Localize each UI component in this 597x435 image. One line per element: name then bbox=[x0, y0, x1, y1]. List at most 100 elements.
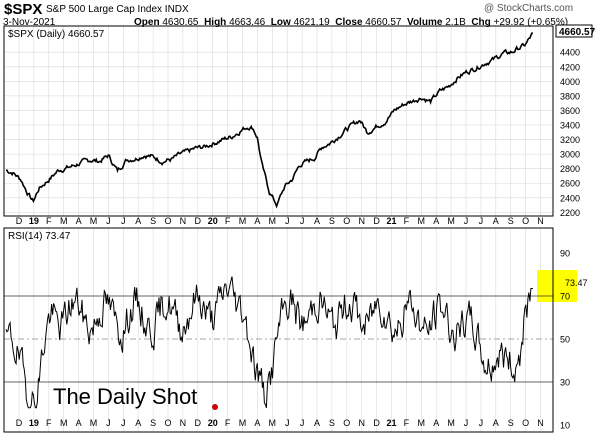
price-y-axis: 2200 2400 2600 2800 3000 3200 3400 3600 3800 4000… bbox=[560, 48, 580, 218]
x-tick-label: S bbox=[150, 216, 156, 226]
watermark: @ StockCharts.com bbox=[484, 3, 574, 14]
x-tick-label: D bbox=[195, 216, 202, 226]
x-tick-label: O bbox=[522, 418, 529, 428]
x-tick-label: M bbox=[269, 216, 277, 226]
rsi-y-tick-label: 70 bbox=[560, 292, 570, 302]
x-tick-label: A bbox=[314, 216, 320, 226]
rsi-last-value: 73.47 bbox=[565, 278, 588, 288]
chg-value: +29.92 (+0.65%) bbox=[493, 17, 569, 28]
low-label: Low bbox=[270, 17, 291, 28]
x-tick-label: O bbox=[164, 216, 171, 226]
x-tick-label: O bbox=[343, 216, 350, 226]
x-tick-label: S bbox=[150, 418, 156, 428]
x-tick-label: A bbox=[135, 216, 141, 226]
x-tick-label: S bbox=[508, 216, 514, 226]
x-tick-label: A bbox=[314, 418, 320, 428]
rsi-series-line bbox=[5, 276, 533, 409]
yellow-highlight bbox=[537, 270, 577, 302]
price-legend: $SPX (Daily) 4660.57 bbox=[8, 29, 105, 40]
x-tick-label: J bbox=[106, 216, 111, 226]
x-tick-label: F bbox=[404, 216, 410, 226]
close-value: 4660.57 bbox=[365, 17, 402, 28]
price-y-tick-label: 4200 bbox=[560, 62, 580, 72]
x-tick-label: N bbox=[180, 216, 187, 226]
x-tick-label: S bbox=[508, 418, 514, 428]
index-full-name: S&P 500 Large Cap Index bbox=[46, 4, 163, 15]
rsi-y-tick-label: 90 bbox=[560, 249, 570, 259]
rsi-legend: RSI(14) 73.47 bbox=[8, 231, 71, 242]
price-series-line bbox=[5, 32, 534, 209]
x-tick-label: 19 bbox=[29, 418, 39, 428]
x-tick-label: 20 bbox=[208, 418, 218, 428]
price-x-axis: D 19 F M A M J J A S O N D 20 F M A M J J A S O N D 21 F M A M J J A S O N bbox=[16, 216, 544, 226]
price-y-tick-label: 3400 bbox=[560, 121, 580, 131]
rsi-panel-frame bbox=[3, 227, 554, 433]
ticker-symbol: $SPX bbox=[4, 1, 43, 18]
close-label: Close bbox=[335, 17, 363, 28]
x-tick-label: S bbox=[329, 418, 335, 428]
x-tick-label: J bbox=[121, 418, 126, 428]
high-value: 4663.46 bbox=[229, 17, 266, 28]
x-tick-label: 21 bbox=[386, 418, 396, 428]
index-name: S&P 500 Large Cap Index INDX bbox=[46, 4, 189, 15]
x-tick-label: J bbox=[121, 216, 126, 226]
x-tick-label: J bbox=[479, 216, 484, 226]
volume-value: 2.1B bbox=[445, 17, 466, 28]
x-tick-label: J bbox=[300, 216, 305, 226]
open-label: Open bbox=[134, 17, 160, 28]
x-tick-label: N bbox=[537, 418, 544, 428]
x-tick-label: A bbox=[433, 418, 439, 428]
x-tick-label: F bbox=[46, 216, 52, 226]
rsi-x-axis: D 19 F M A M J J A S O N D 20 F M A M J J A S O N D 21 F M A M J J A S O N bbox=[16, 418, 544, 428]
price-last-value: 4660.57 bbox=[559, 27, 596, 38]
x-tick-label: D bbox=[16, 216, 23, 226]
price-y-tick-label: 4000 bbox=[560, 77, 580, 87]
rsi-y-tick-label: 30 bbox=[560, 378, 570, 388]
x-tick-label: M bbox=[418, 418, 426, 428]
rsi-last-value-tag: 73.47 bbox=[565, 278, 588, 288]
logo-dot bbox=[212, 404, 218, 410]
price-y-tick-label: 2800 bbox=[560, 164, 580, 174]
logo-text: The Daily Shot bbox=[53, 384, 197, 409]
price-y-tick-label: 3000 bbox=[560, 150, 580, 160]
x-tick-label: M bbox=[90, 216, 98, 226]
volume-label: Volume bbox=[407, 17, 443, 28]
x-tick-label: M bbox=[269, 418, 277, 428]
x-tick-label: D bbox=[195, 418, 202, 428]
ohlc-readout: Open 4630.65 High 4663.46 Low 4621.19 Cl… bbox=[134, 17, 568, 28]
exchange-code: INDX bbox=[164, 4, 189, 15]
price-last-value-tag: 4660.57 bbox=[555, 24, 596, 38]
chg-label: Chg bbox=[471, 17, 491, 28]
x-tick-label: A bbox=[254, 216, 260, 226]
x-tick-label: M bbox=[90, 418, 98, 428]
x-tick-label: O bbox=[343, 418, 350, 428]
rsi-reference-lines bbox=[4, 295, 553, 383]
x-tick-label: M bbox=[447, 216, 455, 226]
x-tick-label: N bbox=[537, 216, 544, 226]
x-tick-label: J bbox=[464, 418, 469, 428]
x-tick-label: A bbox=[493, 216, 499, 226]
x-tick-label: A bbox=[135, 418, 141, 428]
rsi-y-axis: 10 30 50 70 90 bbox=[560, 249, 570, 431]
price-y-tick-label: 4400 bbox=[560, 48, 580, 58]
x-tick-label: M bbox=[447, 418, 455, 428]
x-tick-label: A bbox=[76, 418, 82, 428]
price-y-tick-label: 3600 bbox=[560, 106, 580, 116]
x-tick-label: O bbox=[164, 418, 171, 428]
x-tick-label: A bbox=[254, 418, 260, 428]
price-y-tick-label: 3800 bbox=[560, 91, 580, 101]
x-tick-label: M bbox=[60, 418, 68, 428]
x-tick-label: A bbox=[76, 216, 82, 226]
x-tick-label: J bbox=[285, 418, 290, 428]
price-panel-frame bbox=[3, 25, 554, 217]
x-tick-label: F bbox=[46, 418, 52, 428]
price-y-tick-label: 2600 bbox=[560, 179, 580, 189]
x-tick-label: D bbox=[373, 216, 380, 226]
rsi-y-tick-label: 10 bbox=[560, 421, 570, 431]
x-tick-label: M bbox=[418, 216, 426, 226]
x-tick-label: S bbox=[329, 216, 335, 226]
daily-shot-logo: The Daily Shot bbox=[53, 384, 218, 410]
high-label: High bbox=[204, 17, 227, 28]
x-tick-label: J bbox=[464, 216, 469, 226]
